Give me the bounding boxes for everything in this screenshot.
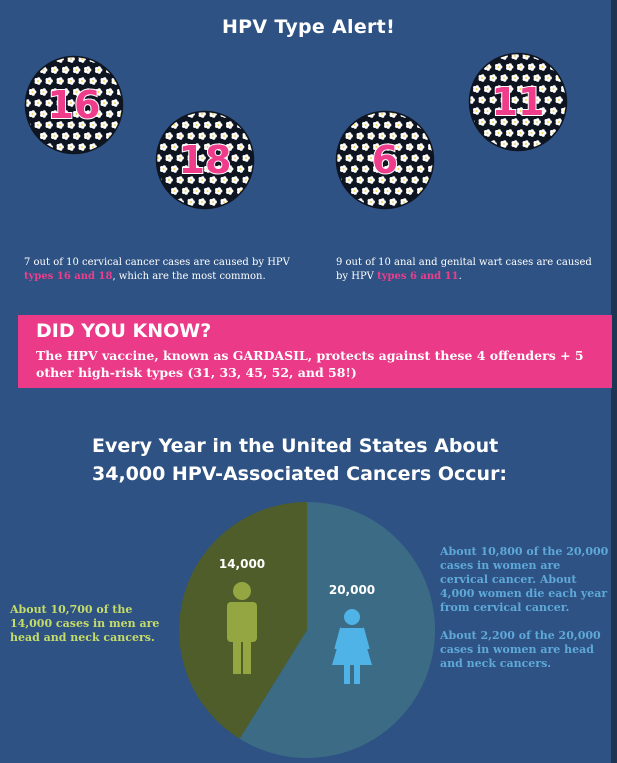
virus-6-icon: 6: [335, 110, 435, 210]
page-title: HPV Type Alert!: [221, 16, 396, 38]
virus-ball: [155, 110, 255, 210]
virus-label-18: 18: [178, 137, 233, 183]
caption-types-6-11: 9 out of 10 anal and genital wart cases …: [336, 257, 592, 282]
virus-label-16: 16: [47, 82, 102, 128]
women-annotation-cervical: About 10,800 of the 20,000 cases in wome…: [440, 545, 609, 614]
highlight-types-16-18: types 16 and 18: [24, 271, 113, 282]
virus-ball: [468, 52, 568, 152]
did-you-know-banner: DID YOU KNOW? The HPV vaccine, known as …: [18, 315, 612, 388]
man-icon: [227, 582, 257, 674]
women-annotation-head-neck: About 2,200 of the 20,000 cases in women…: [440, 629, 601, 670]
virus-11-icon: 11: [468, 52, 568, 152]
women-annotation: About 10,800 of the 20,000 cases in wome…: [440, 545, 610, 685]
did-you-know-text: The HPV vaccine, known as GARDASIL, prot…: [36, 348, 584, 380]
cancers-heading: Every Year in the United States About 34…: [92, 435, 508, 485]
slice-label-14,000: 14,000: [219, 557, 265, 571]
virus-label-11: 11: [491, 79, 546, 125]
woman-icon: [332, 609, 372, 684]
caption-types-16-18: 7 out of 10 cervical cancer cases are ca…: [24, 257, 290, 282]
pie-slice-20,000: [239, 501, 436, 758]
slice-label-20,000: 20,000: [329, 583, 375, 597]
right-edge-bar: [611, 0, 617, 763]
men-annotation: About 10,700 of the 14,000 cases in men …: [10, 603, 160, 644]
virus-ball: [24, 55, 124, 155]
virus-18-icon: 18: [155, 110, 255, 210]
virus-16-icon: 16: [24, 55, 124, 155]
did-you-know-title: DID YOU KNOW?: [36, 320, 212, 342]
virus-label-6: 6: [371, 137, 399, 183]
virus-ball: [335, 110, 435, 210]
highlight-types-6-11: types 6 and 11: [377, 271, 459, 282]
